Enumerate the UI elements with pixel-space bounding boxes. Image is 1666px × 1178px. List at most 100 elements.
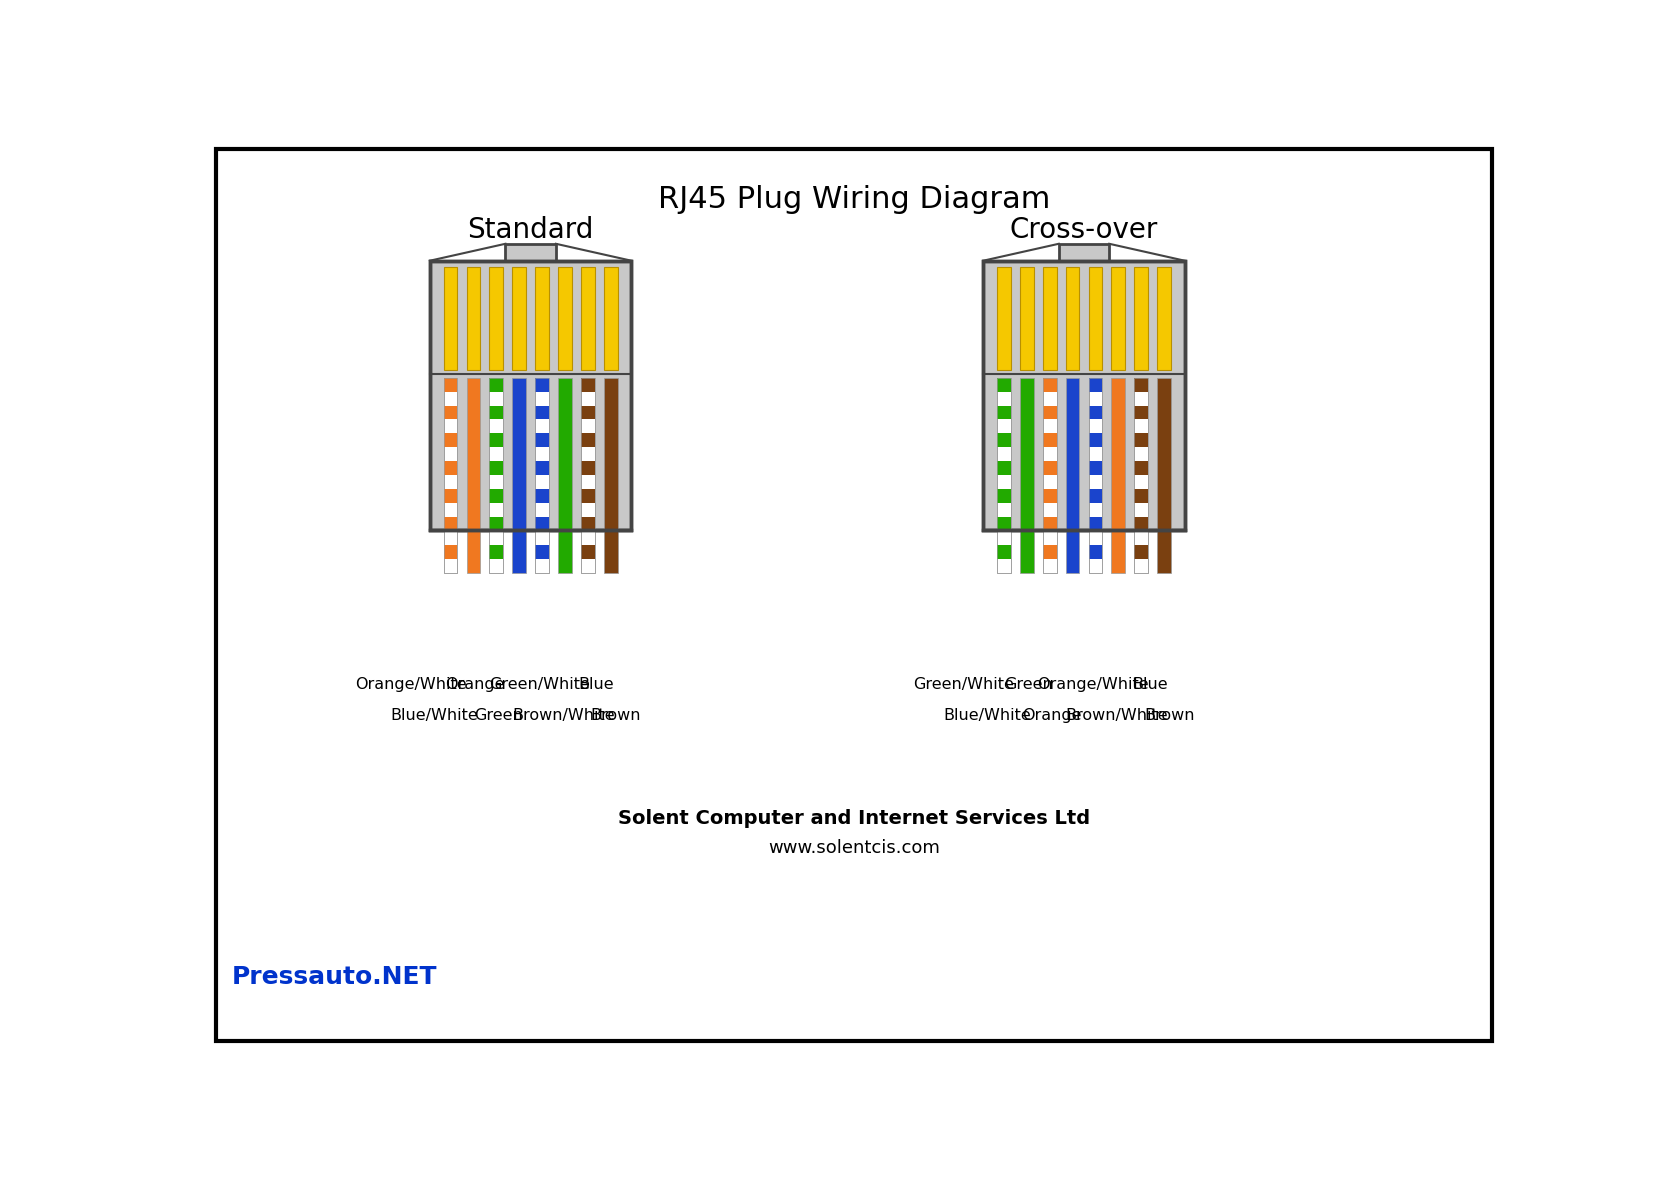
Bar xyxy=(581,434,595,448)
Bar xyxy=(1020,378,1033,573)
Bar xyxy=(1043,378,1056,391)
Bar xyxy=(998,378,1011,573)
Bar xyxy=(513,378,526,573)
Bar xyxy=(1088,434,1103,448)
Text: Solent Computer and Internet Services Ltd: Solent Computer and Internet Services Lt… xyxy=(618,809,1090,828)
Bar xyxy=(466,267,480,370)
Bar xyxy=(581,378,595,573)
Bar xyxy=(490,434,503,448)
Bar xyxy=(1043,544,1056,558)
Bar xyxy=(535,378,548,573)
Bar xyxy=(1135,517,1148,531)
Bar xyxy=(490,544,503,558)
Bar xyxy=(443,517,458,531)
Bar xyxy=(1135,434,1148,448)
Bar xyxy=(998,405,1011,419)
Bar xyxy=(1088,378,1103,573)
Bar xyxy=(581,378,595,573)
Text: www.solentcis.com: www.solentcis.com xyxy=(768,839,940,858)
Bar xyxy=(1088,489,1103,503)
Text: Standard: Standard xyxy=(468,216,593,244)
Bar xyxy=(1088,378,1103,391)
Bar xyxy=(581,267,595,370)
Text: Orange/White: Orange/White xyxy=(355,676,466,691)
Bar xyxy=(1111,267,1125,370)
Text: Brown/White: Brown/White xyxy=(1065,708,1168,722)
Bar xyxy=(998,462,1011,475)
Text: Orange: Orange xyxy=(445,676,505,691)
Bar xyxy=(1135,378,1148,573)
Text: Green: Green xyxy=(473,708,523,722)
Text: Blue/White: Blue/White xyxy=(390,708,478,722)
Bar xyxy=(1135,378,1148,391)
Bar xyxy=(1043,405,1056,419)
Bar xyxy=(1066,267,1080,370)
Bar xyxy=(581,544,595,558)
Bar xyxy=(1088,405,1103,419)
Bar xyxy=(513,267,526,370)
Bar xyxy=(443,489,458,503)
Bar xyxy=(1135,544,1148,558)
Bar xyxy=(430,260,631,530)
Bar xyxy=(443,434,458,448)
Bar xyxy=(535,405,548,419)
Bar xyxy=(998,378,1011,391)
Bar xyxy=(558,378,571,573)
Text: Brown: Brown xyxy=(591,708,641,722)
Bar xyxy=(581,517,595,531)
Bar xyxy=(581,378,595,391)
Bar xyxy=(443,378,458,573)
Text: Blue: Blue xyxy=(578,676,615,691)
Bar xyxy=(430,260,631,530)
Bar xyxy=(1088,517,1103,531)
Bar xyxy=(1088,462,1103,475)
Bar xyxy=(535,267,548,370)
Bar xyxy=(581,489,595,503)
Bar xyxy=(1043,517,1056,531)
Bar xyxy=(1088,544,1103,558)
Bar xyxy=(1043,267,1056,370)
Bar xyxy=(443,378,458,391)
Text: Orange/White: Orange/White xyxy=(1038,676,1150,691)
Bar xyxy=(603,267,618,370)
Bar xyxy=(443,405,458,419)
Bar xyxy=(535,378,548,573)
Bar xyxy=(1043,378,1056,573)
Bar xyxy=(1060,244,1110,260)
Bar xyxy=(443,378,458,573)
Bar xyxy=(998,434,1011,448)
Bar xyxy=(998,517,1011,531)
Text: Cross-over: Cross-over xyxy=(1010,216,1158,244)
Text: Pressauto.NET: Pressauto.NET xyxy=(232,965,436,988)
Bar xyxy=(1043,489,1056,503)
Text: Blue/White: Blue/White xyxy=(943,708,1031,722)
Bar xyxy=(998,489,1011,503)
Bar xyxy=(1135,405,1148,419)
Bar xyxy=(443,462,458,475)
Bar xyxy=(490,378,503,573)
Bar xyxy=(1135,489,1148,503)
Text: Green/White: Green/White xyxy=(490,676,590,691)
Bar xyxy=(558,267,571,370)
Bar xyxy=(998,267,1011,370)
Bar xyxy=(1111,378,1125,573)
Bar xyxy=(490,267,503,370)
Bar xyxy=(535,434,548,448)
Bar xyxy=(603,378,618,573)
Bar xyxy=(1043,434,1056,448)
Bar xyxy=(535,517,548,531)
Bar xyxy=(490,489,503,503)
Bar xyxy=(1135,378,1148,573)
Bar xyxy=(1020,267,1033,370)
Text: Brown/White: Brown/White xyxy=(511,708,615,722)
Bar xyxy=(1158,267,1171,370)
Bar xyxy=(983,260,1185,530)
Bar xyxy=(535,544,548,558)
Text: Blue: Blue xyxy=(1133,676,1168,691)
Bar xyxy=(1066,378,1080,573)
Bar xyxy=(1043,462,1056,475)
Bar xyxy=(490,378,503,391)
Bar xyxy=(581,405,595,419)
Bar xyxy=(1135,462,1148,475)
Bar xyxy=(1088,378,1103,573)
